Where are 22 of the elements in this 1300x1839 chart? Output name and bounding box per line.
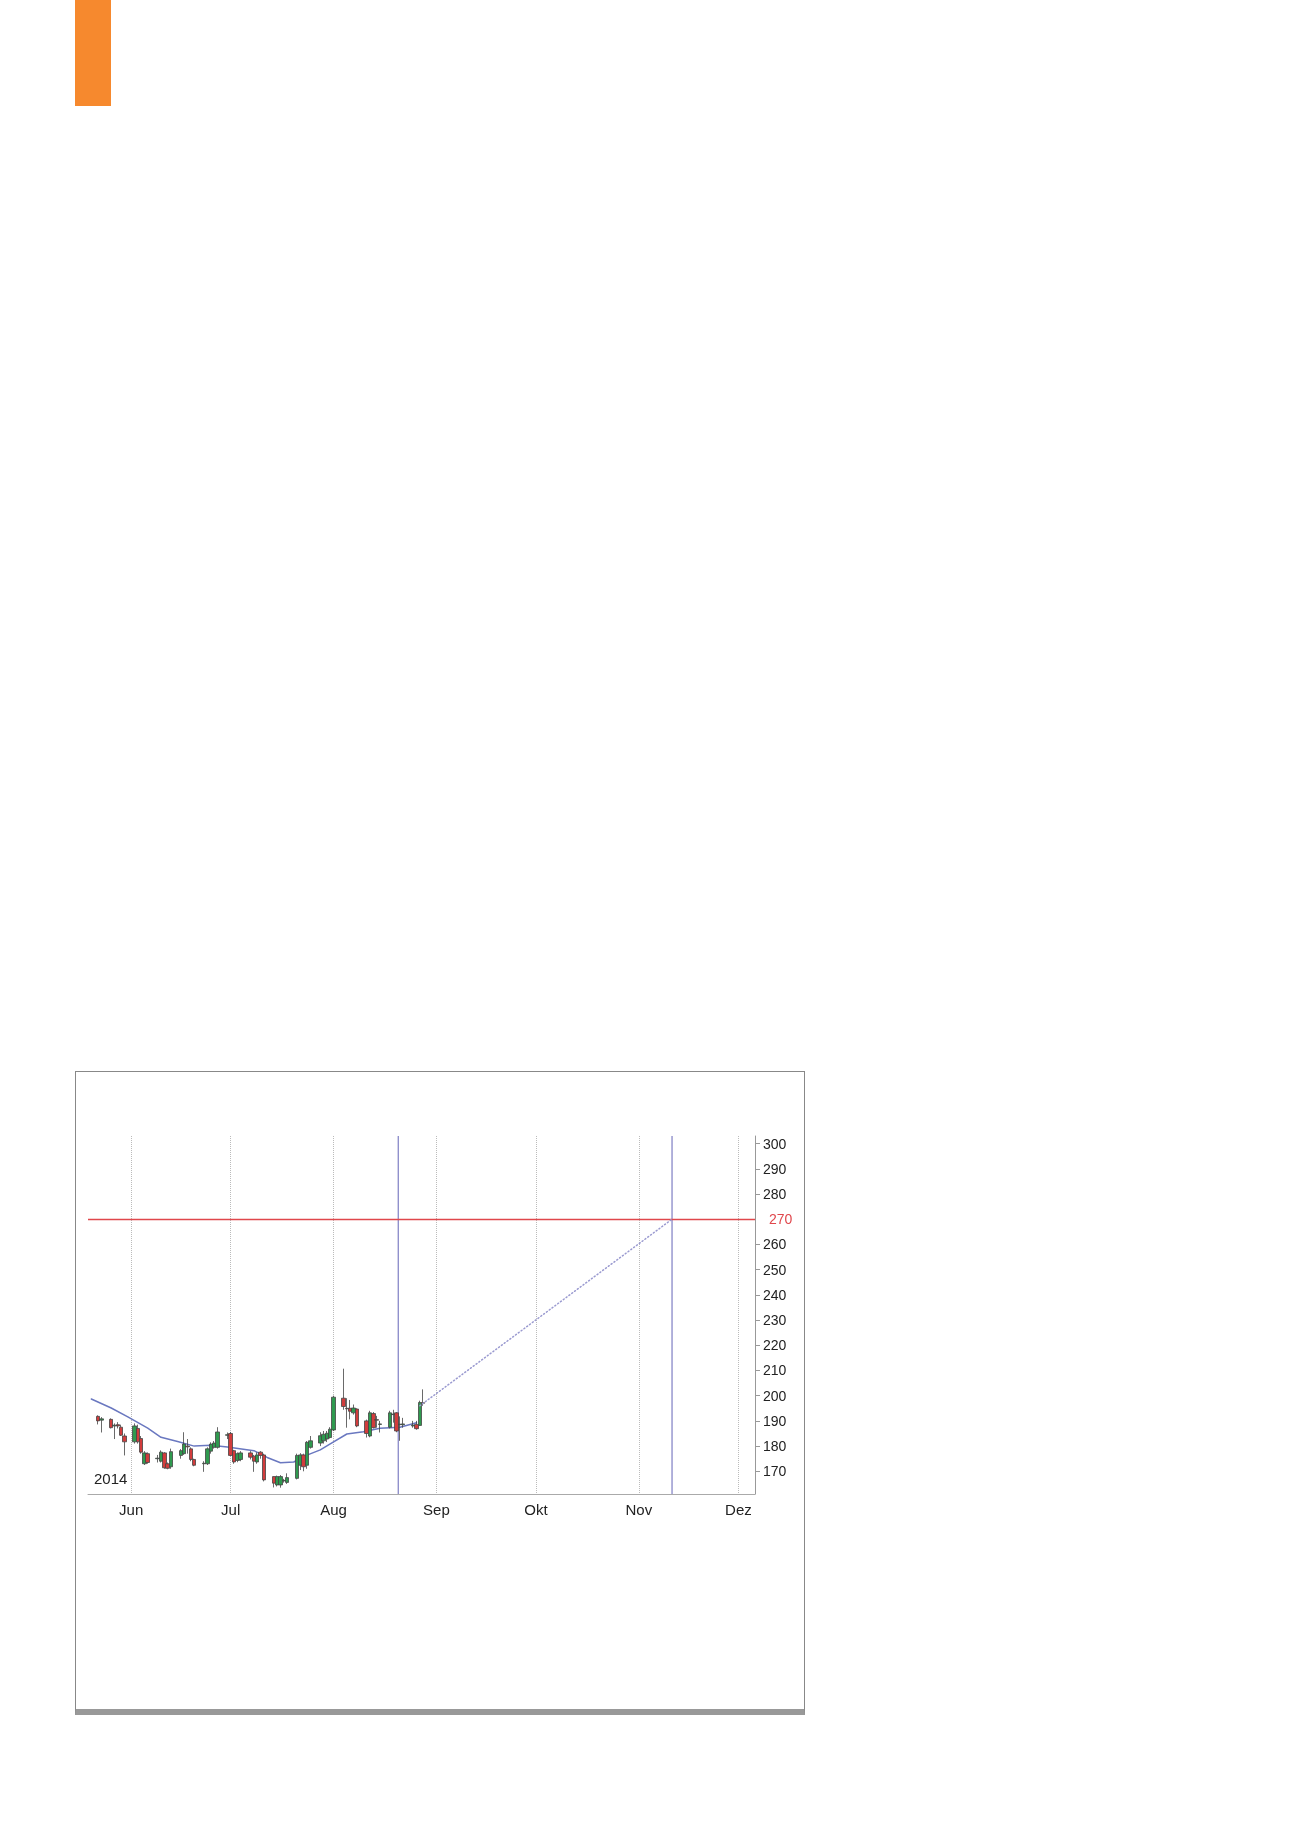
y-tick-label: 200 — [763, 1387, 787, 1404]
x-tick-label: Jul — [221, 1501, 241, 1518]
y-tick-label: 210 — [763, 1362, 787, 1379]
x-tick-label: Okt — [524, 1501, 549, 1518]
y-tick-label: 250 — [763, 1261, 787, 1278]
y-tick-label: 170 — [763, 1463, 787, 1480]
ref-line-label: 270 — [769, 1211, 793, 1228]
annotation: 2014 — [94, 1470, 128, 1487]
y-tick-label: 300 — [763, 1135, 787, 1152]
x-tick-label: Sep — [423, 1501, 450, 1518]
y-tick-label: 240 — [763, 1286, 787, 1303]
y-tick-label: 220 — [763, 1337, 787, 1354]
y-tick-label: 260 — [763, 1236, 787, 1253]
x-tick-label: Dez — [725, 1501, 752, 1518]
y-tick-label: 280 — [763, 1185, 787, 1202]
y-tick-label: 180 — [763, 1438, 787, 1455]
y-tick-label: 190 — [763, 1412, 787, 1429]
x-tick-label: Jun — [119, 1501, 144, 1518]
x-tick-label: Aug — [320, 1501, 347, 1518]
x-tick-label: Nov — [625, 1501, 653, 1518]
y-tick-label: 230 — [763, 1312, 787, 1329]
y-tick-label: 290 — [763, 1160, 787, 1177]
